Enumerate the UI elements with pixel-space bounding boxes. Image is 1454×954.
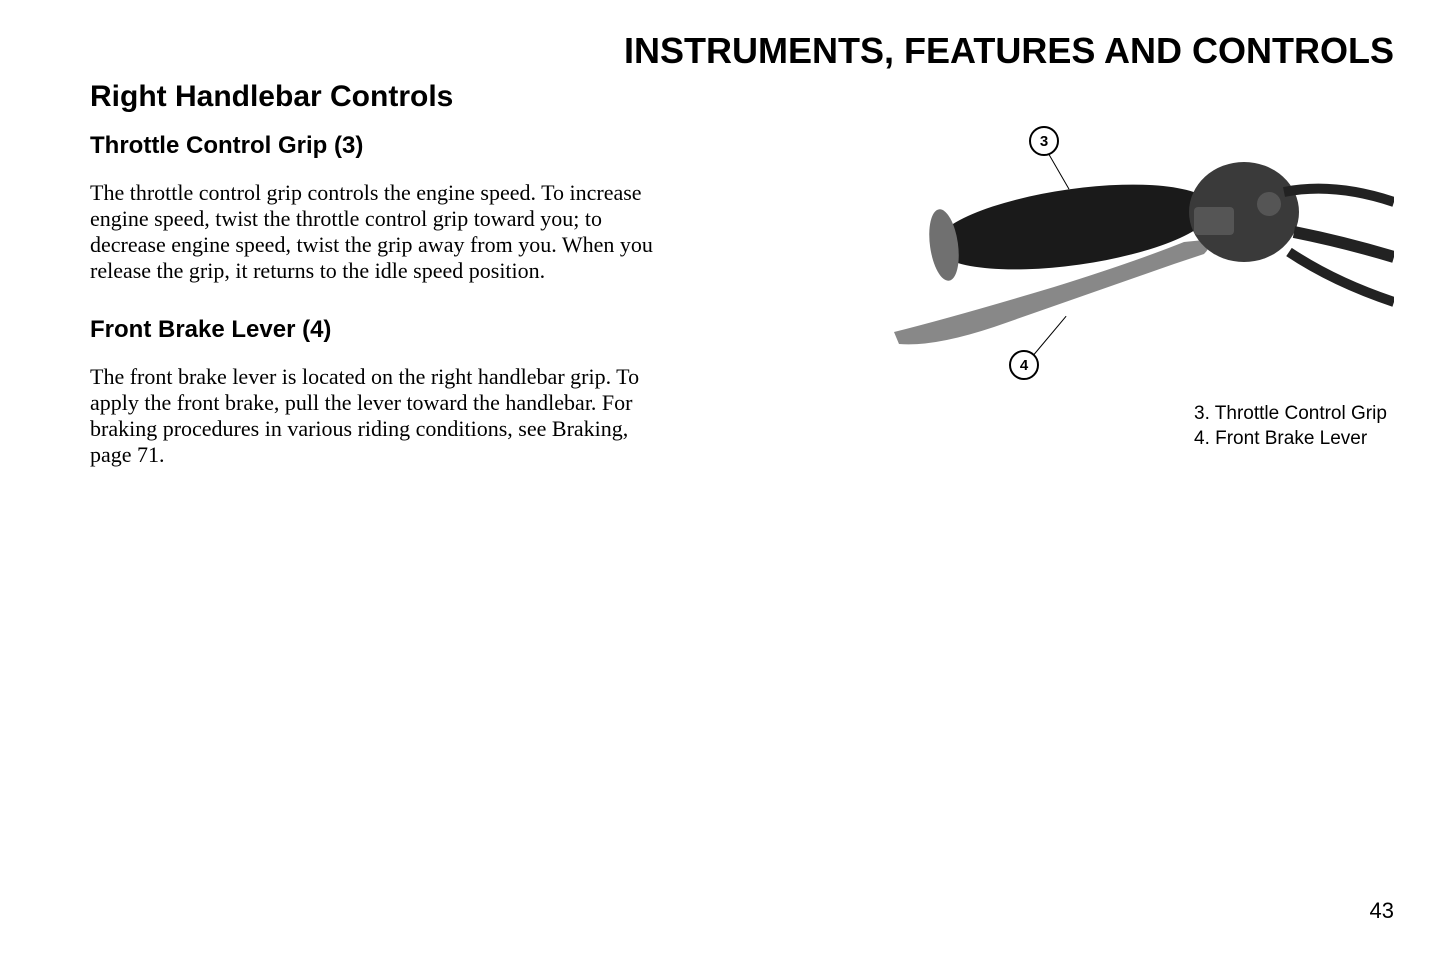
right-column: 3 4 3. Throttle Control Grip 4. Front Br…: [700, 132, 1394, 500]
throttle-heading: Throttle Control Grip (3): [90, 132, 660, 160]
page-title: INSTRUMENTS, FEATURES AND CONTROLS: [90, 30, 1394, 72]
handlebar-svg: [874, 132, 1394, 392]
callout-4-circle: 4: [1009, 350, 1039, 380]
throttle-grip-shape: [930, 170, 1218, 284]
throttle-body: The throttle control grip controls the e…: [90, 180, 660, 284]
legend-item-4: 4. Front Brake Lever: [1194, 427, 1394, 452]
callout-3-label: 3: [1040, 133, 1048, 150]
brake-heading: Front Brake Lever (4): [90, 316, 660, 344]
handlebar-figure: 3 4: [874, 132, 1394, 392]
bar-segment: [1194, 207, 1234, 235]
section-title: Right Handlebar Controls: [90, 80, 1394, 114]
callout-3-circle: 3: [1029, 126, 1059, 156]
figure-wrap: 3 4 3. Throttle Control Grip 4. Front Br…: [874, 132, 1394, 392]
left-column: Throttle Control Grip (3) The throttle c…: [90, 132, 660, 500]
legend-item-3: 3. Throttle Control Grip: [1194, 402, 1394, 427]
brake-body: The front brake lever is located on the …: [90, 364, 660, 468]
cable-2: [1294, 232, 1394, 257]
housing-detail: [1257, 192, 1281, 216]
cable-3: [1289, 252, 1394, 302]
page-number: 43: [1370, 898, 1394, 924]
callout-4-label: 4: [1020, 357, 1028, 374]
cable-1: [1284, 189, 1394, 202]
content-row: Throttle Control Grip (3) The throttle c…: [90, 132, 1394, 500]
figure-legend: 3. Throttle Control Grip 4. Front Brake …: [1194, 402, 1394, 451]
grip-end-cap: [925, 207, 963, 282]
